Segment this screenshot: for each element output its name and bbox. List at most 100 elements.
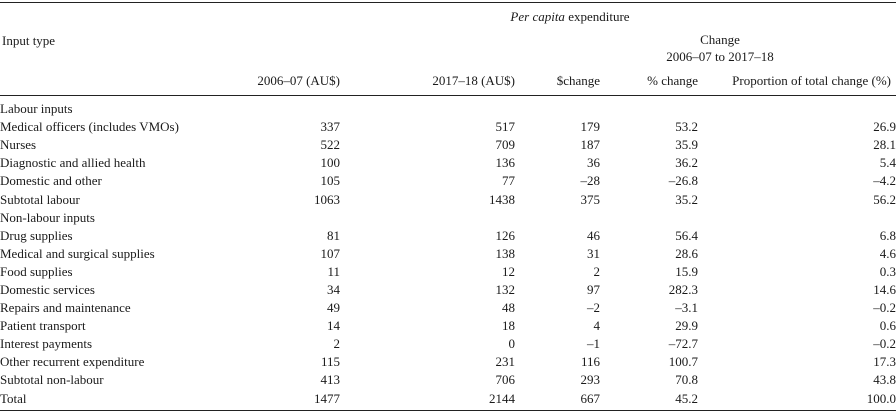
cell-2017: 138 — [495, 245, 516, 261]
table-row: Total 1477 2144 667 45.2 100.0 — [0, 390, 896, 408]
cell-2006: 413 — [320, 372, 341, 388]
row-label: Repairs and maintenance — [0, 300, 131, 316]
cell-proportion: 100.0 — [866, 390, 896, 406]
cell-2006: 100 — [320, 155, 341, 171]
cell-dollar-change — [515, 209, 600, 227]
cell-percent-change: 53.2 — [675, 119, 698, 135]
row-label: Nurses — [0, 137, 37, 153]
cell-dollar-change: 46 — [587, 227, 600, 243]
cell-percent-change: 36.2 — [675, 155, 698, 171]
row-label: Total — [0, 390, 27, 406]
input-type-heading: Input type — [2, 33, 56, 48]
cell-proportion: 26.9 — [873, 119, 896, 135]
per-capita-heading: Per capita expenditure — [470, 9, 670, 25]
col-header-percent-change: % change — [647, 73, 698, 88]
table-row: Food supplies 11 12 2 15.9 0.3 — [0, 263, 896, 281]
table-row: Non-labour inputs — [0, 209, 896, 227]
cell-2006: 81 — [327, 227, 340, 243]
table-row: Subtotal labour 1063 1438 375 35.2 56.2 — [0, 190, 896, 208]
cell-percent-change — [600, 209, 698, 227]
bottom-rule — [0, 410, 896, 411]
row-label: Subtotal labour — [0, 191, 80, 207]
cell-proportion: 0.6 — [879, 318, 896, 334]
cell-proportion: –0.2 — [873, 336, 896, 352]
cell-2017: 18 — [502, 318, 515, 334]
cell-dollar-change: 179 — [580, 119, 601, 135]
table-row: Subtotal non-labour 413 706 293 70.8 43.8 — [0, 371, 896, 389]
per-capita-italic: Per capita — [510, 9, 565, 24]
cell-proportion — [698, 100, 896, 118]
cell-2017: 1438 — [489, 191, 515, 207]
cell-percent-change: –3.1 — [675, 300, 698, 316]
table-row: Nurses 522 709 187 35.9 28.1 — [0, 136, 896, 154]
cell-dollar-change: 4 — [593, 318, 601, 334]
cell-2017: 0 — [508, 336, 516, 352]
cell-proportion — [698, 209, 896, 227]
cell-2017: 136 — [495, 155, 516, 171]
cell-percent-change: 35.9 — [675, 137, 698, 153]
cell-proportion: –0.2 — [873, 300, 896, 316]
cell-dollar-change: 187 — [580, 137, 601, 153]
table-row: Patient transport 14 18 4 29.9 0.6 — [0, 317, 896, 335]
cell-dollar-change: 31 — [587, 245, 600, 261]
table-row: Medical and surgical supplies 107 138 31 28.… — [0, 245, 896, 263]
cell-percent-change: 56.4 — [675, 227, 698, 243]
cell-2006: 14 — [327, 318, 340, 334]
cell-dollar-change: –28 — [580, 173, 601, 189]
cell-2006: 105 — [320, 173, 341, 189]
cell-dollar-change — [515, 100, 600, 118]
top-rule — [0, 2, 896, 3]
table-row: Other recurrent expenditure 115 231 116 100.… — [0, 353, 896, 371]
table-row: Domestic services 34 132 97 282.3 14.6 — [0, 281, 896, 299]
cell-2006: 2 — [333, 336, 341, 352]
cell-percent-change: 100.7 — [668, 354, 698, 370]
cell-percent-change: 45.2 — [675, 390, 698, 406]
cell-2017: 12 — [502, 263, 515, 279]
row-label: Interest payments — [0, 336, 93, 352]
cell-2017: 517 — [495, 119, 516, 135]
cell-2017: 709 — [495, 137, 516, 153]
row-label: Medical officers (includes VMOs) — [0, 119, 179, 135]
cell-2006: 34 — [327, 281, 340, 297]
row-label: Diagnostic and allied health — [0, 155, 146, 171]
cell-percent-change: 35.2 — [675, 191, 698, 207]
row-label: Medical and surgical supplies — [0, 245, 155, 261]
cell-2017: 132 — [495, 281, 516, 297]
cell-2006: 115 — [320, 354, 340, 370]
cell-proportion: 17.3 — [873, 354, 896, 370]
cell-dollar-change: –2 — [587, 300, 600, 316]
cell-2006: 337 — [320, 119, 341, 135]
col-header-2006: 2006–07 (AU$) — [257, 73, 340, 88]
cell-2006 — [260, 209, 340, 227]
cell-proportion: 28.1 — [873, 137, 896, 153]
per-capita-suffix: expenditure — [564, 9, 630, 24]
cell-percent-change: 15.9 — [675, 263, 698, 279]
cell-2006: 49 — [327, 300, 340, 316]
cell-2017: 77 — [502, 173, 515, 189]
col-header-2017: 2017–18 (AU$) — [432, 73, 515, 88]
cell-dollar-change: 116 — [580, 354, 600, 370]
cell-dollar-change: 667 — [580, 390, 601, 406]
cell-2006: 1063 — [314, 191, 340, 207]
cell-dollar-change: 97 — [587, 281, 600, 297]
expenditure-table: Labour inputs Medical officers (includes… — [0, 100, 896, 408]
cell-2006 — [260, 100, 340, 118]
cell-dollar-change: 375 — [580, 191, 601, 207]
cell-percent-change: 282.3 — [668, 281, 698, 297]
change-heading-line2: 2006–07 to 2017–18 — [666, 49, 774, 64]
cell-proportion: 0.3 — [879, 263, 896, 279]
cell-proportion: 14.6 — [873, 281, 896, 297]
cell-proportion: 6.8 — [879, 227, 896, 243]
table-row: Domestic and other 105 77 –28 –26.8 –4.2 — [0, 172, 896, 190]
table-row: Drug supplies 81 126 46 56.4 6.8 — [0, 227, 896, 245]
cell-2006: 522 — [320, 137, 341, 153]
row-label: Food supplies — [0, 263, 73, 279]
change-heading-line1: Change — [700, 32, 740, 47]
cell-dollar-change: 293 — [580, 372, 601, 388]
row-label: Labour inputs — [0, 101, 73, 117]
cell-dollar-change: 2 — [593, 263, 601, 279]
cell-2017: 2144 — [489, 390, 515, 406]
cell-2006: 11 — [327, 263, 340, 279]
cell-proportion: 4.6 — [879, 245, 896, 261]
cell-dollar-change: 36 — [587, 155, 600, 171]
